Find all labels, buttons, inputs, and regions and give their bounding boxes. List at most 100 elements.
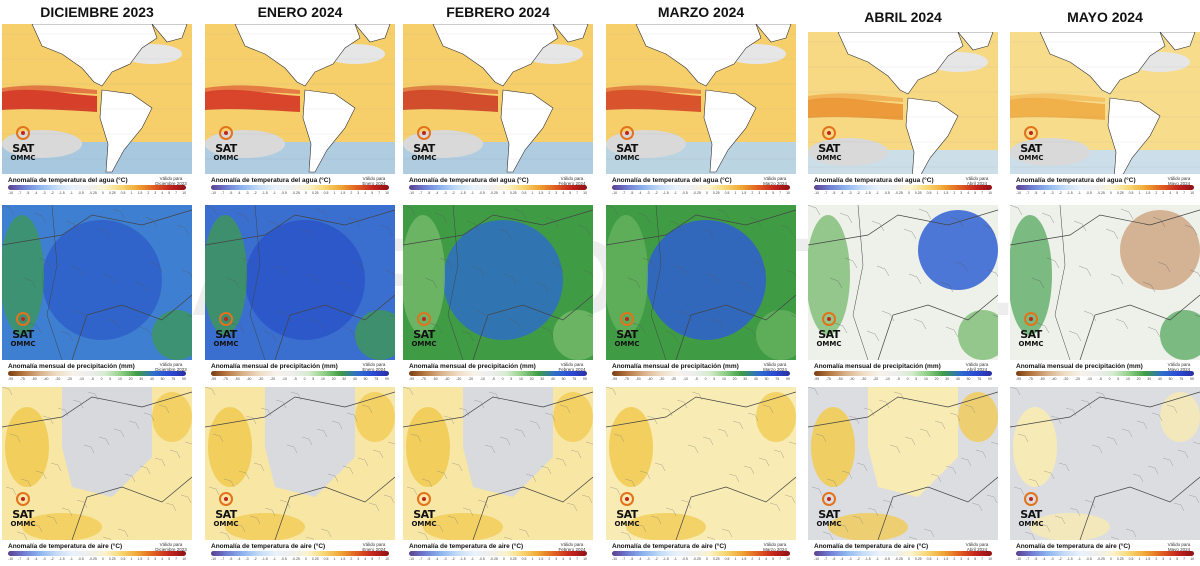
legend-tick: 1 xyxy=(333,557,336,561)
valid-label: Válido para xyxy=(965,362,989,367)
antenna-icon xyxy=(417,312,431,326)
legend-ticks: -10 -7 -5 -4 -3 -2 -1.5 -1 -0.5 -0.25 0 0.25 0.5 1 1.5… xyxy=(409,191,587,197)
legend-tick: -5 xyxy=(26,191,30,195)
valid-label: Válido para xyxy=(965,542,989,547)
color-scale xyxy=(8,371,186,376)
legend-tick: -50 xyxy=(234,377,240,381)
legend-ticks: -10 -7 -5 -4 -3 -2 -1.5 -1 -0.5 -0.25 0 0.25 0.5 1 1.5… xyxy=(409,557,587,563)
valid-period: Válido para Febrero 2024 xyxy=(555,542,589,552)
logo-text: SAT xyxy=(215,508,237,521)
legend-tick: -75 xyxy=(1027,377,1033,381)
legend-tick: -10 xyxy=(78,377,84,381)
valid-month: Diciembre 2023 xyxy=(155,181,187,186)
logo-text: SAT xyxy=(616,508,638,521)
prec-legend: Anomalía mensual de precipitación (mm) Vá… xyxy=(606,362,796,384)
valid-period: Válido para Enero 2024 xyxy=(357,542,391,552)
legend-tick: 2 xyxy=(350,557,353,561)
month-title: DICIEMBRE 2023 xyxy=(40,4,154,20)
legend-tick: -7 xyxy=(622,191,626,195)
legend-tick: -5 xyxy=(832,191,836,195)
legend-tick: 5 xyxy=(569,557,572,561)
valid-label: Válido para xyxy=(763,362,787,367)
legend-tick: -5 xyxy=(630,191,634,195)
legend-tick: -1 xyxy=(1077,191,1081,195)
legend-tick: -3 xyxy=(443,191,447,195)
valid-label: Válido para xyxy=(159,542,183,547)
air-legend: Anomalía de temperatura de aire (°C) Váli… xyxy=(606,542,796,564)
legend-tick: 1.5 xyxy=(340,191,346,195)
legend-tick: -5 xyxy=(832,557,836,561)
color-scale xyxy=(409,185,587,190)
legend-tick: -4 xyxy=(237,191,241,195)
legend-title: Anomalía mensual de precipitación (mm) xyxy=(612,363,739,370)
legend-tick: -4 xyxy=(638,557,642,561)
prec-legend: Anomalía mensual de precipitación (mm) Vá… xyxy=(808,362,998,384)
sat-logo: SAT OMMC xyxy=(407,492,441,530)
legend-tick: -75 xyxy=(825,377,831,381)
valid-label: Válido para xyxy=(560,362,584,367)
month-column-5: MAYO 2024 SAT OMMC Anomalía de temperatura … xyxy=(1010,0,1200,566)
color-scale xyxy=(211,185,389,190)
legend-tick: 0.5 xyxy=(724,557,730,561)
valid-label: Válido para xyxy=(362,176,386,181)
legend-tick: -0.5 xyxy=(681,191,688,195)
legend-tick: 30 xyxy=(743,377,748,381)
legend-tick: 10 xyxy=(583,557,587,561)
legend-tick: -1 xyxy=(69,557,73,561)
legend-tick: 2 xyxy=(147,191,150,195)
legend-tick: 0.5 xyxy=(120,557,126,561)
legend-tick: 0.5 xyxy=(926,557,932,561)
prec-anomaly-map: SAT OMMC xyxy=(808,205,998,360)
legend-ticks: -10 -7 -5 -4 -3 -2 -1.5 -1 -0.5 -0.25 0 0.25 0.5 1 1.5… xyxy=(8,557,186,563)
legend-tick: 7 xyxy=(175,191,178,195)
legend-tick: -1.5 xyxy=(662,191,669,195)
valid-month: Mayo 2024 xyxy=(1167,181,1191,186)
legend-tick: 0.25 xyxy=(712,191,720,195)
legend-tick: 10 xyxy=(1125,377,1130,381)
ocean-anomaly-map: SAT OMMC xyxy=(403,24,593,174)
legend-ticks: -10 -7 -5 -4 -3 -2 -1.5 -1 -0.5 -0.25 0 0.25 0.5 1 1.5… xyxy=(612,191,790,197)
legend-tick: 99 xyxy=(785,377,790,381)
legend-tick: -0.5 xyxy=(478,191,485,195)
legend-tick: -3 xyxy=(1050,191,1054,195)
legend-tick: 99 xyxy=(1189,377,1194,381)
valid-month: Marzo 2024 xyxy=(763,367,787,372)
legend-tick: 5 xyxy=(974,191,977,195)
antenna-icon xyxy=(822,492,836,506)
legend-title: Anomalía de temperatura de aire (°C) xyxy=(612,543,727,550)
legend-tick: -99 xyxy=(409,377,415,381)
legend-title: Anomalía de temperatura del agua (°C) xyxy=(409,177,529,184)
legend-tick: -10 xyxy=(612,557,618,561)
legend-tick: -0.25 xyxy=(692,557,701,561)
prec-anomaly-map: SAT OMMC xyxy=(2,205,192,360)
legend-tick: 40 xyxy=(352,377,357,381)
legend-tick: -50 xyxy=(837,377,843,381)
legend-title: Anomalía de temperatura de aire (°C) xyxy=(1016,543,1131,550)
air-legend: Anomalía de temperatura de aire (°C) Váli… xyxy=(1010,542,1200,564)
valid-month: Febrero 2024 xyxy=(558,367,586,372)
logo-text: SAT xyxy=(1020,328,1042,341)
sat-logo: SAT OMMC xyxy=(812,492,846,530)
legend-tick: -1.5 xyxy=(261,557,268,561)
legend-tick: -3 xyxy=(646,191,650,195)
legend-tick: 0.25 xyxy=(1116,191,1124,195)
legend-tick: -10 xyxy=(211,557,217,561)
valid-label: Válido para xyxy=(362,542,386,547)
legend-tick: 5 xyxy=(168,191,171,195)
legend-tick: 3 xyxy=(555,191,558,195)
legend-tick: 3 xyxy=(555,557,558,561)
legend-tick: 99 xyxy=(384,377,389,381)
legend-tick: 3 xyxy=(357,557,360,561)
legend-ticks: -99 -75 -50 -40 -30 -20 -10 -5 0 5 10 20 30 40 50 75 99 xyxy=(8,377,186,383)
legend-tick: 20 xyxy=(128,377,133,381)
legend-title: Anomalía de temperatura del agua (°C) xyxy=(211,177,331,184)
legend-tick: -30 xyxy=(861,377,867,381)
month-title: FEBRERO 2024 xyxy=(446,4,550,20)
logo-text: SAT xyxy=(616,142,638,155)
valid-label: Válido para xyxy=(159,362,183,367)
legend-ticks: -10 -7 -5 -4 -3 -2 -1.5 -1 -0.5 -0.25 0 0.25 0.5 1 1.5… xyxy=(1016,557,1194,563)
legend-tick: 10 xyxy=(988,557,992,561)
antenna-icon xyxy=(1024,492,1038,506)
legend-tick: -5 xyxy=(26,557,30,561)
legend-tick: -1.5 xyxy=(1066,557,1073,561)
